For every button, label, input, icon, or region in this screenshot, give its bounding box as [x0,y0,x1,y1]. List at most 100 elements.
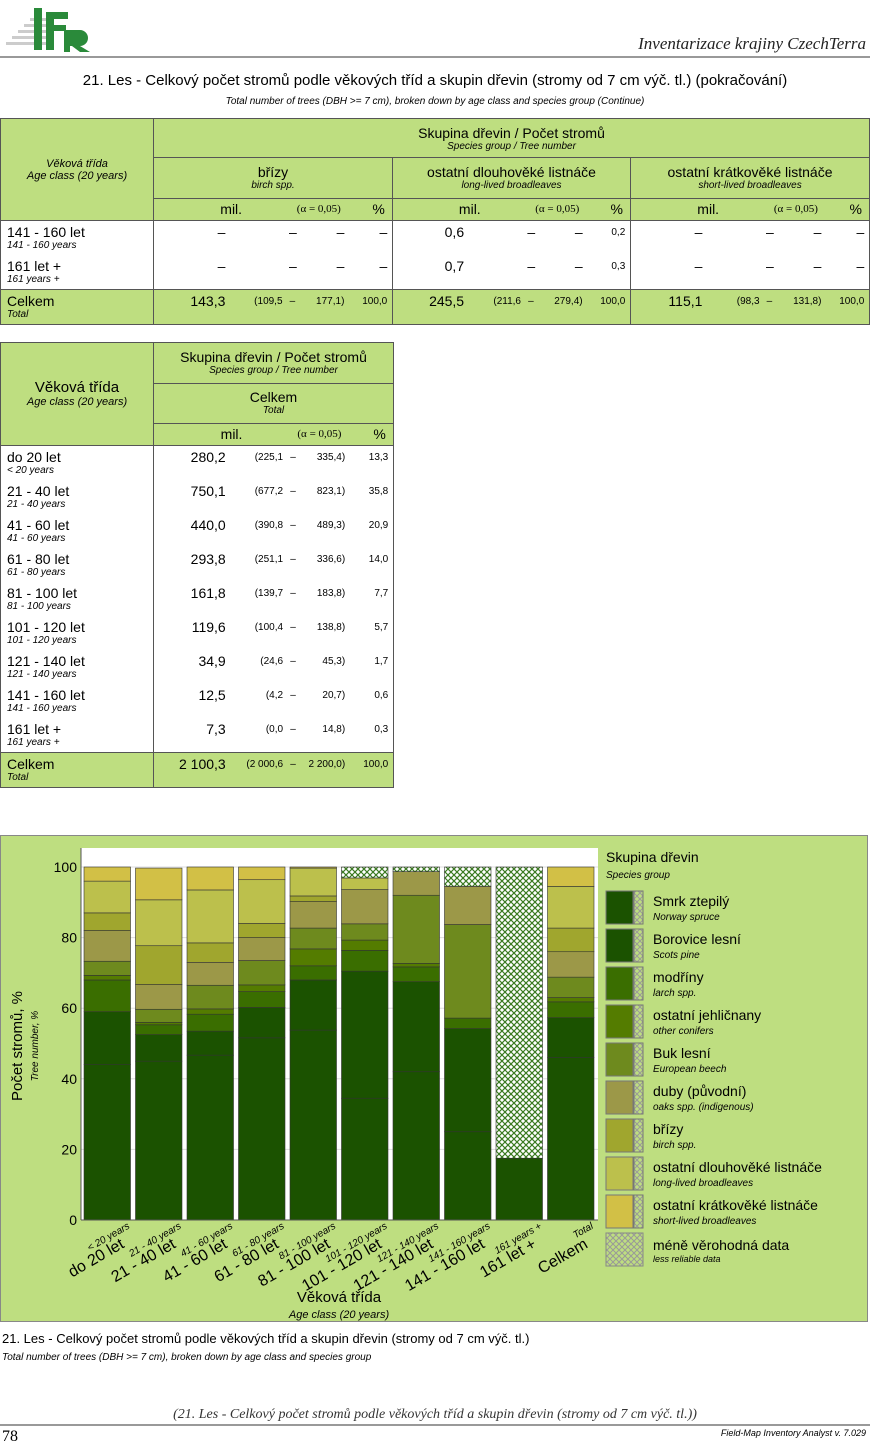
bar-segment [83,880,131,914]
value-cell: – – – – [153,220,393,255]
value-mil: 440,0 [190,517,226,533]
unit-mil: mil. [220,426,243,442]
ci-upper: 20,7) [322,690,346,701]
row-label-cz: Celkem [7,756,55,772]
bar-segment [289,927,337,950]
bar-segment [83,1064,131,1221]
unit-pct: % [610,201,623,217]
bar-segment [547,927,595,953]
ci-upper: 14,8) [322,724,346,735]
bar-segment [495,866,543,1159]
age-class-cell: Celkem Total [0,289,154,325]
legend-label: ostatní krátkověké listnáče [653,1197,818,1213]
value-mil: – [694,224,703,240]
bar-segment [289,1029,337,1221]
legend-label: břízy [653,1121,683,1137]
ci-lower: (139,7 [254,588,284,599]
total-row: Celkem Total 143,3 (109,5–177,1) 100,0 245,5(… [0,289,870,325]
value-mil: 7,3 [206,721,226,737]
legend-label-en: Norway spruce [653,912,720,923]
bar-segment [135,984,183,1010]
value-mil: 280,2 [190,449,226,465]
value-pct: 100,0 [600,296,626,307]
ci-upper: 335,4) [316,452,346,463]
legend-swatch [605,928,634,963]
value-cell: 12,5 (4,2– 20,7) 0,6 [153,684,394,718]
legend-swatch [605,1156,634,1191]
value-pct: 14,0 [368,554,389,565]
ci-upper: 177,1) [316,296,345,307]
y-tick-label: 80 [61,930,77,946]
bar-segment [83,960,131,976]
age-class-cell: 141 - 160 let 141 - 160 years [0,684,154,718]
x-tick-label-en: Total [571,1220,596,1241]
row-label-cz: 61 - 80 let [7,551,70,567]
units-cell: mil. (α = 0,05)% [153,198,393,221]
bar-segment [341,939,389,951]
value-mil: 119,6 [191,619,226,635]
ci-upper: 823,1) [316,486,346,497]
legend-label-en: larch spp. [653,988,696,999]
bar-segment [83,912,131,931]
value-cell: 7,3 (0,0– 14,8) 0,3 [153,718,394,753]
value-mil: 0,7 [444,258,465,274]
age-class-en: Age class (20 years) [26,169,128,182]
ci-lower: (2 000,6 [246,759,284,770]
ci-lower: – [527,224,536,240]
y-tick-label: 40 [61,1071,77,1087]
bar-segment [135,1024,183,1035]
legend-swatch [605,1194,634,1229]
value-mil: – [694,258,703,274]
legend-label: modříny [653,969,704,985]
legend-swatch-hatch [633,1194,644,1229]
bar-segment [135,867,183,901]
row-label-en: 61 - 80 years [7,567,66,578]
bar-segment [392,981,440,1073]
ci-dash: – [290,690,296,701]
value-mil: 293,8 [190,551,226,567]
ci-lower: (0,0 [265,724,284,735]
bar-segment [341,923,389,941]
bar-segment [238,1007,286,1039]
software-version: Field-Map Inventory Analyst v. 7.029 [720,1428,866,1438]
row-label-cz: Celkem [7,293,55,309]
x-axis-title-en: Age class (20 years) [288,1309,390,1321]
age-class-header: Věková třída Age class (20 years) [0,342,154,446]
row-label-en: Total [7,309,29,320]
value-mil: – [217,258,226,274]
ci-lower: – [766,258,774,274]
y-axis-title: Počet stromů, % [9,991,26,1101]
legend-title-en: Species group [606,870,670,881]
bar-segment [135,899,183,947]
legend-label: Borovice lesní [653,931,741,947]
bar-segment [392,894,440,964]
bar-segment [392,1071,440,1221]
table-row: 21 - 40 let 21 - 40 years 750,1 (677,2– 823,… [0,480,394,514]
age-class-cell: 141 - 160 let 141 - 160 years [0,220,154,255]
ci-lower: (225,1 [254,452,284,463]
y-tick-label: 0 [69,1212,77,1228]
legend-swatch [605,1232,644,1267]
ci-upper: – [336,224,345,240]
legend-swatch-hatch [633,1118,644,1153]
legend-label-en: European beech [653,1064,727,1075]
bar-segment [444,866,492,887]
bar-segment [341,866,389,879]
row-label-cz: 81 - 100 let [7,585,78,601]
value-pct: 35,8 [368,486,389,497]
ci-lower: (677,2 [254,486,284,497]
value-mil: – [217,224,226,240]
bar-segment [547,1057,595,1221]
age-class-cell: 161 let +161 years + [0,718,154,753]
bar-segment [341,1097,389,1221]
legend-swatch [605,966,634,1001]
value-mil: 12,5 [198,687,226,703]
unit-pct: % [849,201,862,217]
value-pct: 100,0 [839,296,865,307]
bar-segment [341,950,389,972]
ci-dash: – [290,588,296,599]
row-label-cz: 161 let + [7,258,62,274]
bar-segment [83,930,131,962]
bar-segment [341,877,389,890]
ci-upper: 131,8) [793,296,822,307]
